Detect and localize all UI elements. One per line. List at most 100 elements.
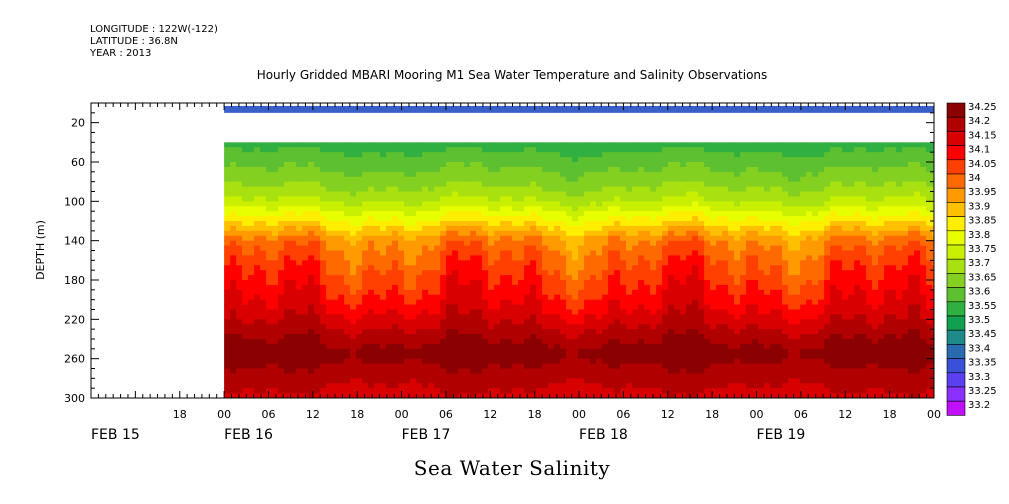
- heatmap-cell: [590, 142, 597, 148]
- heatmap-cell: [614, 260, 621, 266]
- heatmap-cell: [770, 230, 777, 237]
- heatmap-cell: [602, 216, 609, 222]
- heatmap-cell: [734, 211, 741, 217]
- heatmap-cell: [530, 339, 537, 345]
- heatmap-cell: [782, 393, 789, 398]
- heatmap-cell: [374, 191, 381, 198]
- heatmap-cell: [224, 270, 231, 276]
- heatmap-cell: [740, 196, 747, 202]
- heatmap-cell: [638, 275, 645, 281]
- heatmap-cell: [398, 157, 405, 163]
- heatmap-cell: [434, 147, 441, 153]
- heatmap-cell: [740, 186, 747, 193]
- heatmap-cell: [668, 299, 675, 306]
- heatmap-cell: [506, 260, 513, 266]
- heatmap-cell: [452, 334, 459, 340]
- heatmap-cell: [278, 191, 285, 198]
- heatmap-cell: [716, 383, 723, 389]
- heatmap-cell: [320, 201, 327, 207]
- heatmap-cell: [626, 363, 633, 370]
- heatmap-cell: [392, 255, 399, 261]
- heatmap-cell: [554, 171, 561, 178]
- heatmap-cell: [386, 284, 393, 291]
- heatmap-cell: [686, 191, 693, 198]
- heatmap-cell: [638, 289, 645, 296]
- heatmap-cell: [356, 225, 363, 232]
- heatmap-cell: [626, 299, 633, 306]
- heatmap-cell: [680, 216, 687, 222]
- heatmap-cell: [254, 162, 261, 168]
- heatmap-cell: [404, 304, 411, 311]
- heatmap-cell: [692, 383, 699, 389]
- heatmap-cell: [224, 211, 231, 217]
- heatmap-cell: [476, 211, 483, 217]
- heatmap-cell: [314, 201, 321, 207]
- heatmap-cell: [290, 206, 297, 212]
- heatmap-cell: [398, 230, 405, 237]
- heatmap-cell: [668, 221, 675, 227]
- heatmap-cell: [722, 294, 729, 301]
- heatmap-cell: [272, 147, 279, 153]
- heatmap-cell: [428, 265, 435, 271]
- heatmap-cell: [704, 181, 711, 188]
- heatmap-cell: [314, 348, 321, 355]
- heatmap-cell: [704, 201, 711, 207]
- heatmap-cell: [524, 142, 531, 148]
- heatmap-cell: [554, 284, 561, 291]
- heatmap-cell: [566, 245, 573, 252]
- heatmap-cell: [632, 319, 639, 325]
- heatmap-cell: [440, 378, 447, 384]
- heatmap-cell: [560, 393, 567, 398]
- heatmap-cell: [578, 157, 585, 163]
- heatmap-cell: [278, 378, 285, 384]
- heatmap-cell: [296, 358, 303, 365]
- heatmap-cell: [542, 284, 549, 291]
- heatmap-cell: [404, 225, 411, 232]
- heatmap-cell: [464, 186, 471, 193]
- heatmap-cell: [734, 284, 741, 291]
- heatmap-cell: [674, 221, 681, 227]
- heatmap-cell: [332, 368, 339, 375]
- heatmap-cell: [284, 260, 291, 266]
- heatmap-cell: [740, 225, 747, 232]
- heatmap-cell: [386, 363, 393, 370]
- heatmap-cell: [734, 171, 741, 178]
- heatmap-cell: [434, 270, 441, 276]
- heatmap-cell: [422, 250, 429, 257]
- heatmap-cell: [272, 152, 279, 158]
- heatmap-cell: [470, 191, 477, 198]
- heatmap-cell: [398, 240, 405, 247]
- heatmap-cell: [716, 230, 723, 237]
- heatmap-cell: [518, 275, 525, 281]
- heatmap-cell: [482, 157, 489, 163]
- heatmap-cell: [644, 147, 651, 153]
- heatmap-cell: [782, 270, 789, 276]
- heatmap-cell: [752, 240, 759, 247]
- heatmap-cell: [596, 216, 603, 222]
- heatmap-cell: [440, 206, 447, 212]
- heatmap-cell: [278, 230, 285, 237]
- heatmap-cell: [788, 299, 795, 306]
- heatmap-cell: [716, 211, 723, 217]
- heatmap-cell: [296, 235, 303, 242]
- heatmap-cell: [494, 176, 501, 183]
- heatmap-cell: [644, 319, 651, 325]
- heatmap-cell: [578, 176, 585, 183]
- heatmap-cell: [542, 388, 549, 394]
- heatmap-cell: [560, 171, 567, 178]
- heatmap-cell: [536, 329, 543, 335]
- heatmap-cell: [620, 260, 627, 266]
- heatmap-cell: [284, 240, 291, 247]
- heatmap-cell: [302, 348, 309, 355]
- heatmap-cell: [254, 201, 261, 207]
- heatmap-cell: [620, 289, 627, 296]
- heatmap-cell: [566, 171, 573, 178]
- heatmap-cell: [290, 176, 297, 183]
- heatmap-cell: [506, 324, 513, 330]
- heatmap-cell: [560, 245, 567, 252]
- heatmap-cell: [656, 368, 663, 375]
- heatmap-cell: [380, 221, 387, 227]
- heatmap-cell: [758, 230, 765, 237]
- heatmap-cell: [338, 329, 345, 335]
- heatmap-cell: [770, 270, 777, 276]
